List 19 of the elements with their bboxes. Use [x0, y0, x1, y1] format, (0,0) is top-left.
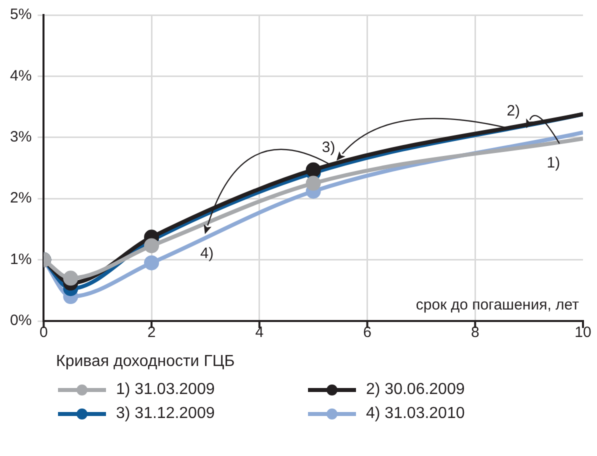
annotation: 1) — [546, 154, 560, 172]
x-tick-label: 10 — [574, 324, 592, 342]
annotation: 3) — [322, 138, 336, 156]
x-axis-title: срок до погашения, лет — [416, 296, 580, 314]
annotation: 4) — [200, 245, 214, 262]
y-tick-label: 2% — [10, 190, 32, 207]
y-tick-label: 1% — [10, 250, 32, 268]
legend-label: 2) 30.06.2009 — [366, 381, 465, 399]
x-tick-label: 4 — [255, 324, 264, 342]
annotation: 2) — [506, 102, 520, 120]
legend-label: 3) 31.12.2009 — [116, 405, 215, 423]
y-tick-label: 4% — [10, 67, 32, 84]
y-tick-label: 0% — [10, 312, 32, 330]
legend-label: 1) 31.03.2009 — [116, 381, 215, 399]
y-tick-label: 3% — [10, 128, 32, 146]
x-tick-label: 8 — [470, 324, 480, 342]
legend-title: Кривая доходности ГЦБ — [56, 353, 236, 371]
y-tick-label: 5% — [10, 6, 32, 24]
legend-label: 4) 31.03.2010 — [366, 405, 465, 423]
